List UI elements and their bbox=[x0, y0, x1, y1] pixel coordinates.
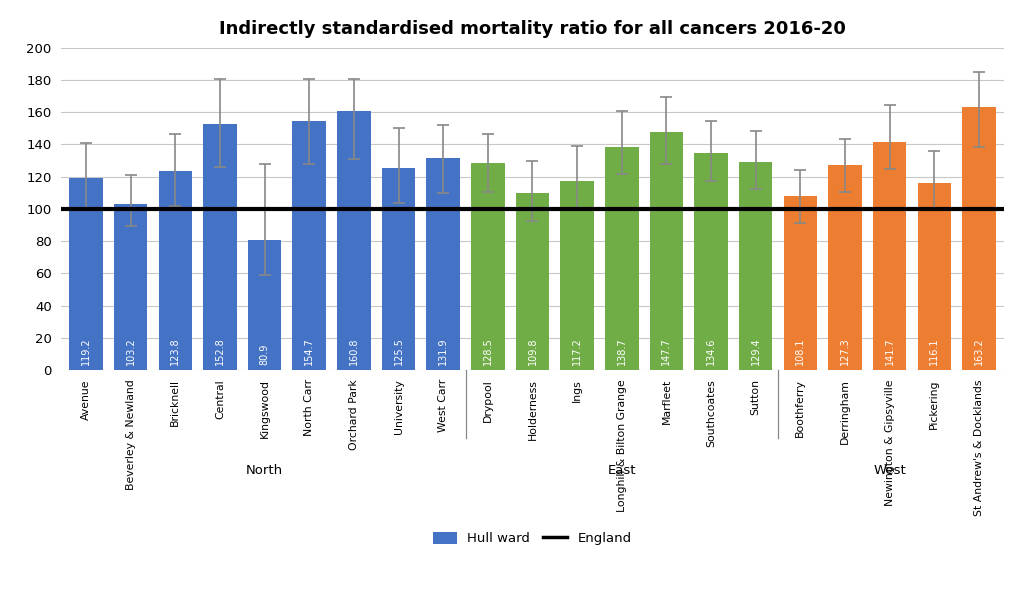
Text: 117.2: 117.2 bbox=[572, 337, 582, 365]
Bar bbox=[159, 171, 193, 370]
Title: Indirectly standardised mortality ratio for all cancers 2016-20: Indirectly standardised mortality ratio … bbox=[219, 20, 846, 38]
Bar bbox=[694, 153, 728, 370]
Bar bbox=[828, 165, 862, 370]
Text: 80.9: 80.9 bbox=[260, 344, 269, 365]
Bar bbox=[783, 196, 817, 370]
Bar bbox=[70, 178, 102, 370]
Text: 119.2: 119.2 bbox=[81, 338, 91, 365]
Text: 141.7: 141.7 bbox=[885, 338, 895, 365]
Legend: Hull ward, England: Hull ward, England bbox=[428, 527, 637, 550]
Text: 160.8: 160.8 bbox=[349, 338, 358, 365]
Bar bbox=[516, 193, 549, 370]
Bar bbox=[649, 132, 683, 370]
Bar bbox=[114, 204, 147, 370]
Bar bbox=[872, 141, 906, 370]
Bar bbox=[203, 124, 237, 370]
Text: 103.2: 103.2 bbox=[126, 338, 135, 365]
Text: 123.8: 123.8 bbox=[170, 338, 180, 365]
Text: East: East bbox=[607, 464, 636, 476]
Bar bbox=[560, 181, 594, 370]
Text: West: West bbox=[873, 464, 906, 476]
Text: 108.1: 108.1 bbox=[796, 338, 805, 365]
Bar bbox=[963, 107, 995, 370]
Text: 129.4: 129.4 bbox=[751, 338, 761, 365]
Text: 163.2: 163.2 bbox=[974, 338, 984, 365]
Text: 127.3: 127.3 bbox=[840, 337, 850, 365]
Bar bbox=[293, 121, 326, 370]
Text: 154.7: 154.7 bbox=[304, 337, 314, 365]
Bar bbox=[471, 163, 505, 370]
Text: North: North bbox=[246, 464, 284, 476]
Text: 147.7: 147.7 bbox=[662, 337, 672, 365]
Text: 125.5: 125.5 bbox=[393, 337, 403, 365]
Bar bbox=[918, 183, 951, 370]
Bar bbox=[739, 162, 772, 370]
Text: 109.8: 109.8 bbox=[527, 338, 538, 365]
Text: 131.9: 131.9 bbox=[438, 338, 449, 365]
Text: 116.1: 116.1 bbox=[930, 338, 939, 365]
Text: 138.7: 138.7 bbox=[616, 338, 627, 365]
Bar bbox=[248, 240, 282, 370]
Text: 134.6: 134.6 bbox=[707, 338, 716, 365]
Text: 152.8: 152.8 bbox=[215, 337, 225, 365]
Bar bbox=[382, 168, 416, 370]
Bar bbox=[426, 158, 460, 370]
Bar bbox=[337, 111, 371, 370]
Bar bbox=[605, 147, 639, 370]
Text: 128.5: 128.5 bbox=[483, 337, 493, 365]
